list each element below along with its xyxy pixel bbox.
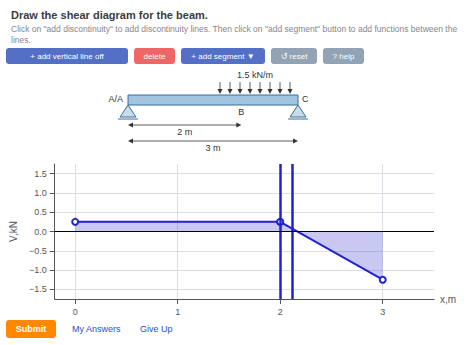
svg-text:+ add segment ▼: + add segment ▼: [191, 52, 254, 61]
svg-text:0: 0: [73, 307, 78, 317]
svg-text:−1.0: −1.0: [29, 265, 47, 275]
svg-text:1.5 kN/m: 1.5 kN/m: [237, 70, 273, 80]
svg-text:+ add vertical line off: + add vertical line off: [30, 52, 104, 61]
svg-text:1.0: 1.0: [34, 188, 47, 198]
svg-text:Submit: Submit: [16, 324, 47, 334]
svg-text:My Answers: My Answers: [72, 324, 121, 334]
svg-text:delete: delete: [144, 52, 166, 61]
svg-text:x,m: x,m: [440, 294, 456, 305]
svg-text:2: 2: [278, 307, 283, 317]
svg-text:1.5: 1.5: [34, 169, 47, 179]
svg-text:C: C: [302, 94, 309, 104]
svg-text:? help: ? help: [333, 52, 355, 61]
svg-text:V,kN: V,kN: [8, 221, 19, 242]
svg-text:3 m: 3 m: [205, 143, 220, 153]
svg-text:B: B: [238, 107, 244, 117]
svg-text:Click on "add discontinuity" t: Click on "add discontinuity" to add disc…: [11, 24, 460, 34]
svg-text:lines.: lines.: [11, 35, 31, 45]
svg-text:−1.5: −1.5: [29, 284, 47, 294]
svg-text:↺ reset: ↺ reset: [281, 52, 308, 61]
svg-text:Give Up: Give Up: [140, 324, 173, 334]
svg-text:0.0: 0.0: [34, 227, 47, 237]
svg-text:−0.5: −0.5: [29, 246, 47, 256]
svg-text:0.5: 0.5: [34, 207, 47, 217]
svg-text:1: 1: [175, 307, 180, 317]
svg-text:Draw the shear diagram for the: Draw the shear diagram for the beam.: [11, 9, 208, 21]
svg-text:3: 3: [380, 307, 385, 317]
svg-text:2 m: 2 m: [177, 127, 192, 137]
svg-text:A/A: A/A: [108, 94, 123, 104]
